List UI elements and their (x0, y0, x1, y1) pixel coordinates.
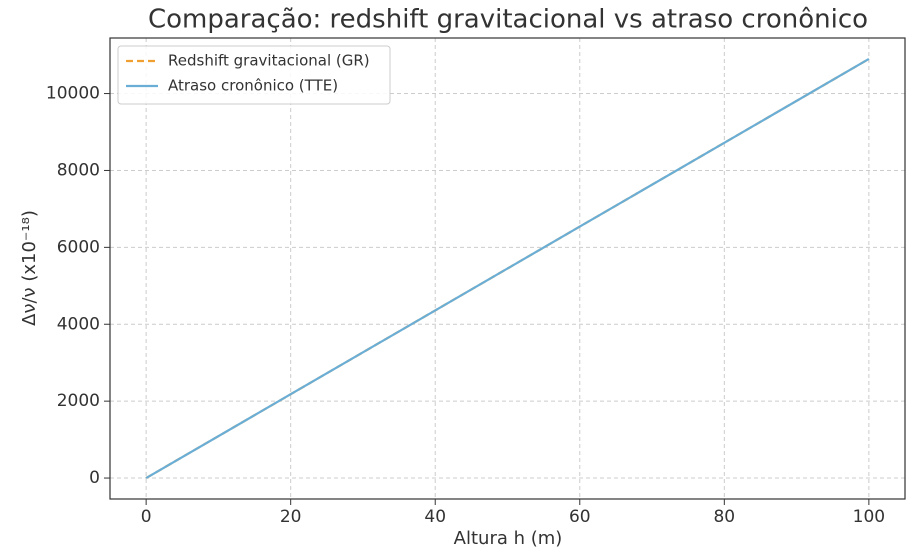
y-tick-label: 0 (89, 468, 100, 488)
x-tick-label: 20 (280, 507, 302, 527)
legend: Redshift gravitacional (GR) Atraso cronôn… (117, 45, 391, 105)
plot-frame (109, 37, 906, 500)
legend-label: Atraso cronônico (TTE) (168, 77, 338, 95)
x-tick-label: 0 (141, 507, 152, 527)
x-tick-label: 80 (713, 507, 735, 527)
y-tick-label: 4000 (57, 314, 100, 334)
x-tick-label: 100 (853, 507, 885, 527)
y-tick-label: 2000 (57, 391, 100, 411)
y-tick-label: 6000 (57, 237, 100, 257)
y-tick-label: 8000 (57, 160, 100, 180)
chart-title: Comparação: redshift gravitacional vs at… (148, 5, 868, 35)
x-tick-label: 40 (424, 507, 446, 527)
legend-box (117, 45, 391, 105)
y-axis-label: Δν/ν (x10⁻¹⁸) (19, 210, 40, 326)
legend-label: Redshift gravitacional (GR) (168, 52, 370, 70)
line-series (145, 58, 870, 479)
x-tick-label: 60 (569, 507, 591, 527)
y-tick-label: 10000 (46, 84, 100, 104)
x-axis-label: Altura h (m) (454, 528, 563, 549)
